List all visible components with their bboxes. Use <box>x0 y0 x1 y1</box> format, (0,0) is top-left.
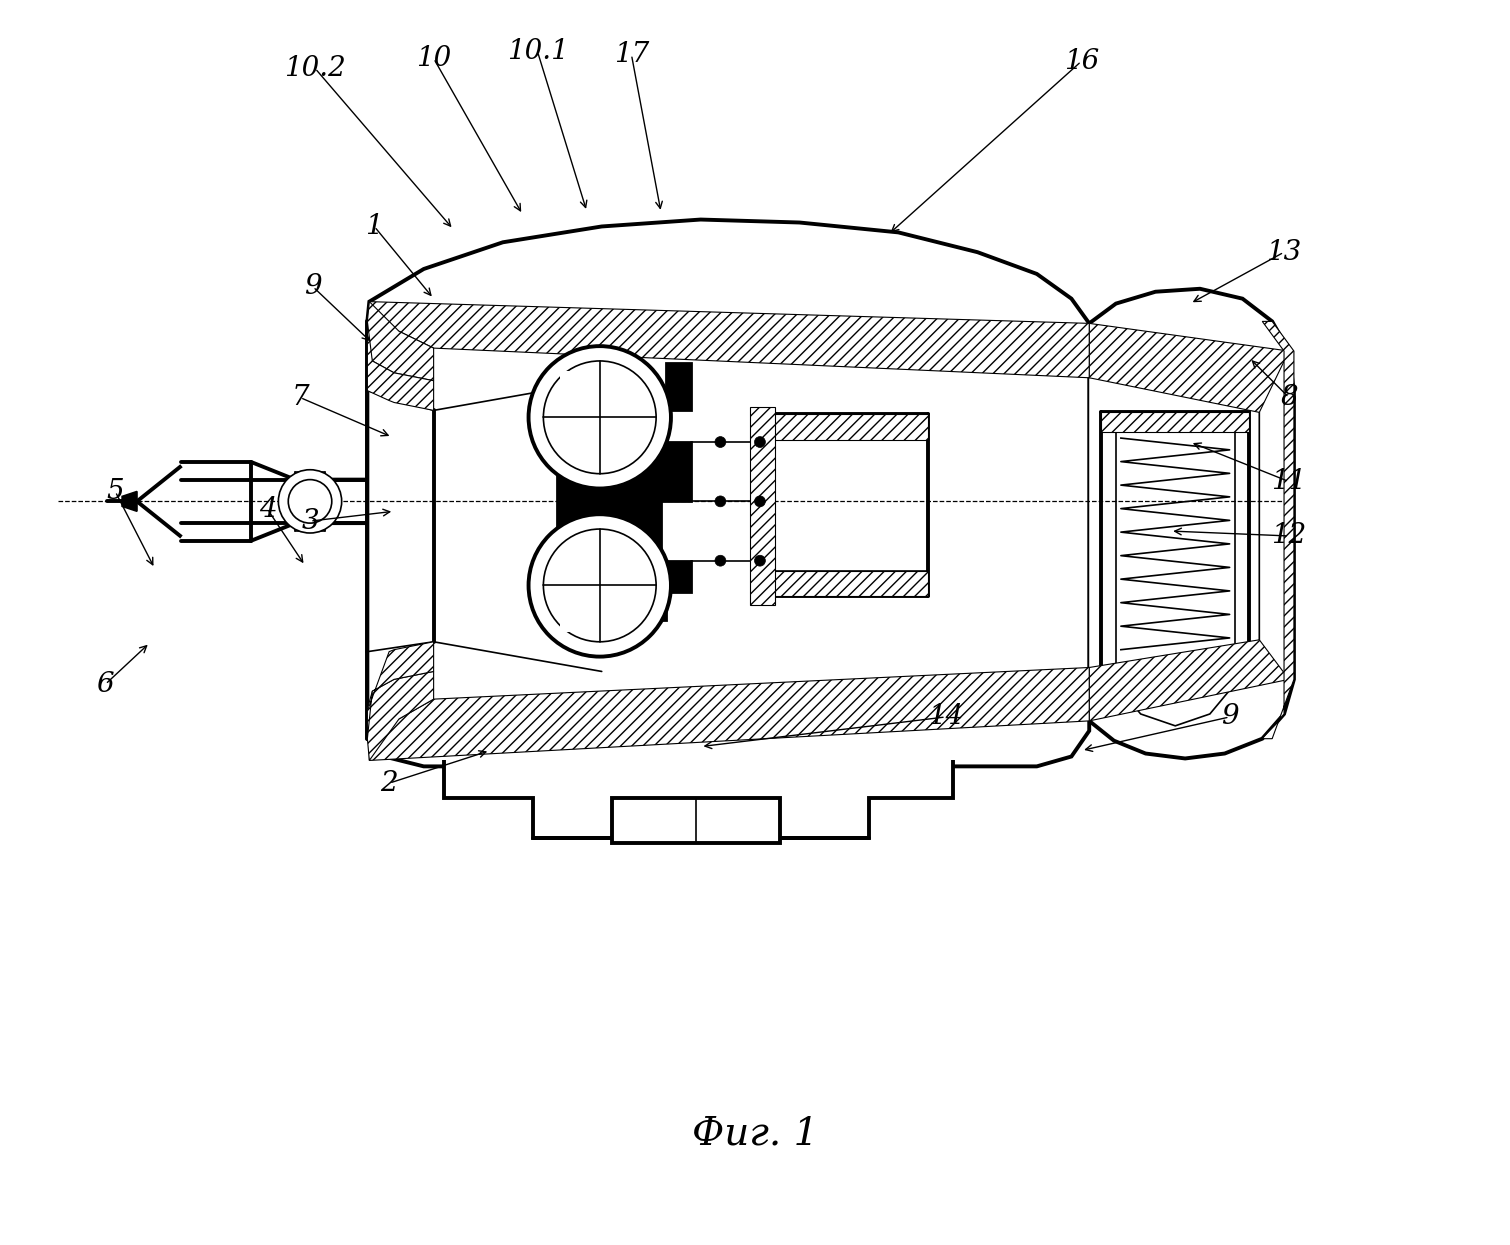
Text: 8: 8 <box>1280 383 1297 411</box>
Text: 5: 5 <box>106 478 124 505</box>
Polygon shape <box>367 321 433 411</box>
Circle shape <box>714 496 726 507</box>
Circle shape <box>278 469 341 533</box>
Polygon shape <box>1089 324 1290 412</box>
Text: 1: 1 <box>365 213 384 240</box>
Polygon shape <box>367 219 1089 767</box>
Text: 3: 3 <box>300 508 319 534</box>
Polygon shape <box>560 371 613 442</box>
Text: 7: 7 <box>291 383 310 411</box>
Polygon shape <box>750 407 775 605</box>
Text: 12: 12 <box>1271 523 1306 549</box>
Polygon shape <box>367 641 433 738</box>
Text: 10: 10 <box>415 45 451 72</box>
Polygon shape <box>367 671 433 761</box>
Polygon shape <box>444 761 953 838</box>
Circle shape <box>714 555 726 566</box>
Polygon shape <box>557 364 690 640</box>
Polygon shape <box>370 301 1089 377</box>
Text: 6: 6 <box>97 671 115 697</box>
Circle shape <box>755 496 766 507</box>
Polygon shape <box>770 415 929 439</box>
Polygon shape <box>122 492 137 512</box>
Polygon shape <box>1262 321 1294 738</box>
Text: 14: 14 <box>929 703 963 731</box>
Polygon shape <box>1089 289 1294 758</box>
Text: 4: 4 <box>258 496 276 523</box>
Polygon shape <box>770 570 929 596</box>
Circle shape <box>528 514 670 656</box>
Circle shape <box>755 437 766 447</box>
Text: 16: 16 <box>1063 47 1099 75</box>
Text: 9: 9 <box>1220 703 1238 731</box>
Text: 2: 2 <box>381 769 399 797</box>
Text: 11: 11 <box>1271 468 1306 496</box>
Polygon shape <box>1089 640 1290 721</box>
Text: 9: 9 <box>304 274 322 300</box>
Circle shape <box>714 437 726 447</box>
Polygon shape <box>560 560 613 632</box>
Polygon shape <box>367 301 433 381</box>
Circle shape <box>528 346 670 488</box>
Polygon shape <box>612 798 779 843</box>
Text: 10.2: 10.2 <box>284 55 346 82</box>
Text: 13: 13 <box>1267 239 1302 265</box>
Text: 10.1: 10.1 <box>506 37 568 65</box>
Polygon shape <box>1101 412 1249 432</box>
Text: 17: 17 <box>613 41 649 68</box>
Text: Фиг. 1: Фиг. 1 <box>692 1116 818 1153</box>
Polygon shape <box>370 667 1089 761</box>
Circle shape <box>755 555 766 566</box>
